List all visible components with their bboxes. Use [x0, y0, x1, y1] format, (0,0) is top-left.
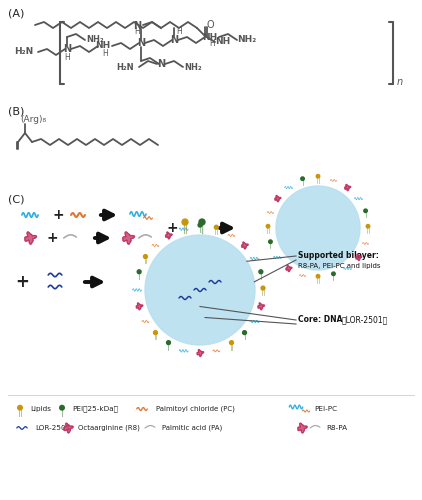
Circle shape — [18, 406, 22, 410]
Circle shape — [261, 286, 265, 290]
Polygon shape — [165, 232, 172, 239]
Circle shape — [276, 186, 360, 270]
Polygon shape — [356, 254, 362, 260]
Polygon shape — [64, 423, 73, 433]
Polygon shape — [345, 184, 351, 190]
Text: NH₂: NH₂ — [86, 36, 104, 44]
Text: PEI（25-kDa）: PEI（25-kDa） — [72, 406, 118, 412]
Polygon shape — [286, 266, 292, 272]
Text: O: O — [206, 20, 214, 30]
Circle shape — [145, 235, 255, 345]
Text: (A): (A) — [8, 9, 24, 19]
Text: Octaarginine (R8): Octaarginine (R8) — [78, 425, 140, 431]
Circle shape — [143, 254, 147, 258]
Circle shape — [60, 406, 64, 410]
Text: N: N — [157, 59, 165, 69]
Text: H₂N: H₂N — [116, 62, 134, 72]
Text: NH₂: NH₂ — [237, 36, 257, 44]
Text: H₂N: H₂N — [14, 48, 33, 56]
Polygon shape — [136, 303, 143, 310]
Polygon shape — [242, 242, 248, 249]
Text: Palmitoyl chloride (PC): Palmitoyl chloride (PC) — [156, 406, 235, 412]
Circle shape — [137, 270, 141, 274]
Circle shape — [214, 226, 218, 229]
Text: Supported bilayer:: Supported bilayer: — [298, 252, 379, 260]
Circle shape — [364, 209, 367, 212]
Circle shape — [167, 340, 170, 344]
Text: Palmitic acid (PA): Palmitic acid (PA) — [162, 425, 222, 431]
Text: NH₂: NH₂ — [184, 62, 202, 72]
Text: NH: NH — [95, 42, 111, 50]
Text: n: n — [397, 77, 403, 87]
Polygon shape — [298, 423, 307, 433]
Circle shape — [259, 270, 263, 274]
Text: (Arg)₈: (Arg)₈ — [20, 114, 46, 124]
Text: PEI-PC: PEI-PC — [314, 406, 337, 412]
Circle shape — [243, 330, 246, 334]
Text: H: H — [209, 40, 215, 48]
Polygon shape — [123, 232, 135, 244]
Text: H: H — [64, 52, 70, 62]
Text: +: + — [166, 221, 178, 235]
Circle shape — [266, 224, 270, 228]
Circle shape — [301, 177, 304, 180]
Text: N: N — [133, 21, 141, 31]
Circle shape — [316, 274, 320, 278]
Text: H: H — [176, 28, 182, 36]
Polygon shape — [25, 232, 37, 244]
Text: N: N — [137, 38, 145, 48]
Circle shape — [316, 174, 320, 178]
Text: N: N — [170, 35, 178, 45]
Text: NH: NH — [215, 36, 231, 46]
Text: (B): (B) — [8, 107, 24, 117]
Circle shape — [154, 330, 157, 334]
Text: Core: DNA: Core: DNA — [298, 316, 343, 324]
Text: R8-PA, PEI-PC and lipids: R8-PA, PEI-PC and lipids — [298, 263, 381, 269]
Text: H: H — [134, 28, 140, 36]
Text: +: + — [15, 273, 29, 291]
Text: Lipids: Lipids — [30, 406, 51, 412]
Text: +: + — [52, 208, 64, 222]
Circle shape — [199, 219, 205, 225]
Text: +: + — [46, 231, 58, 245]
Text: H: H — [102, 48, 108, 58]
Text: LOR-2501: LOR-2501 — [35, 425, 70, 431]
Circle shape — [269, 240, 272, 244]
Polygon shape — [275, 196, 281, 202]
Circle shape — [230, 340, 233, 344]
Polygon shape — [197, 350, 204, 356]
Text: （LOR-2501）: （LOR-2501） — [342, 316, 388, 324]
Circle shape — [366, 224, 370, 228]
Text: R8-PA: R8-PA — [326, 425, 347, 431]
Text: NH: NH — [203, 32, 218, 42]
Text: N: N — [63, 44, 71, 54]
Polygon shape — [258, 303, 265, 310]
Circle shape — [198, 223, 202, 227]
Circle shape — [332, 272, 335, 276]
Circle shape — [182, 219, 188, 225]
Text: (C): (C) — [8, 195, 24, 205]
